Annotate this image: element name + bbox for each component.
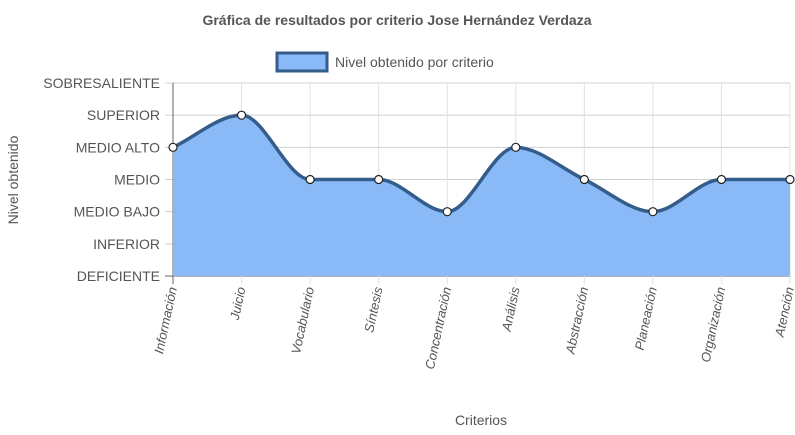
y-tick-label: SUPERIOR [87,107,160,123]
x-tick-label: Juicio [227,286,249,323]
chart-title: Gráfica de resultados por criterio Jose … [202,12,591,28]
y-tick-label: MEDIO BAJO [74,204,160,220]
y-tick-label: INFERIOR [93,236,160,252]
data-point[interactable] [648,207,658,217]
x-axis-ticks: Información Juicio Vocabulario Síntesis Conc… [151,285,795,371]
legend-swatch[interactable] [275,51,329,73]
data-point[interactable] [374,174,384,185]
x-tick-label: Vocabulario [288,286,317,356]
area-layer [172,113,790,277]
data-point[interactable] [305,174,315,185]
data-point[interactable] [442,207,452,217]
y-tick-label: DEFICIENTE [77,268,160,284]
y-tick-label: MEDIO [114,172,160,188]
series-area [173,115,790,277]
data-point[interactable] [716,174,727,185]
series-line [172,113,790,214]
data-point[interactable] [579,174,589,185]
legend[interactable]: Nivel obtenido por criterio [275,51,494,73]
y-axis-title: Nivel obtenido [5,135,21,224]
x-tick-label: Concentración [422,286,454,371]
legend-label[interactable]: Nivel obtenido por criterio [335,54,494,70]
x-tick-label: Planeación [632,286,660,352]
x-axis-title: Criterios [455,412,507,428]
y-tick-label: MEDIO ALTO [76,139,160,155]
x-tick-label: Análisis [499,285,523,333]
x-tick-label: Organización [698,286,729,364]
data-point[interactable] [785,174,795,185]
data-point[interactable] [511,142,521,152]
x-tick-label: Atención [772,286,795,340]
data-points [168,110,795,217]
data-point[interactable] [236,110,247,120]
x-tick-label: Abstracción [562,286,591,357]
y-tick-label: SOBRESALIENTE [43,75,160,91]
y-axis-ticks: DEFICIENTE INFERIOR MEDIO BAJO MEDIO MEDIO A… [43,75,160,284]
x-tick-label: Información [151,286,180,356]
x-tick-label: Síntesis [361,285,385,334]
data-point[interactable] [168,142,178,152]
